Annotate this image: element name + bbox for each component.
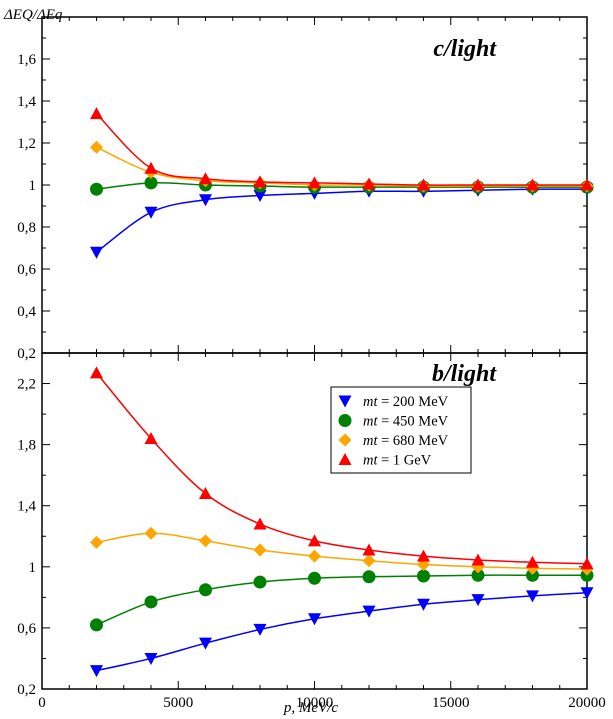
y-tick-label: 1,6 (17, 52, 36, 68)
data-point (417, 549, 430, 562)
series-line (96, 574, 587, 626)
x-tick-label: 0 (38, 695, 46, 711)
data-point (90, 535, 103, 549)
data-point (144, 652, 158, 665)
x-axis-title: p, MeV/c (283, 700, 338, 716)
x-tick-label: 15000 (432, 695, 470, 711)
data-point (580, 178, 594, 191)
panel-title: c/light (433, 36, 497, 62)
legend-marker (338, 395, 352, 408)
data-point (90, 665, 103, 678)
y-tick-label: 0,8 (17, 220, 36, 236)
data-point (471, 178, 485, 191)
y-tick-label: 0,2 (17, 682, 36, 698)
x-tick-label: 5000 (163, 695, 193, 711)
data-point (199, 172, 212, 185)
data-point (144, 161, 158, 174)
y-tick-label: 1,4 (17, 499, 36, 515)
data-point (253, 517, 267, 530)
data-point (144, 595, 158, 609)
data-point (90, 182, 103, 196)
y-tick-label: 1 (29, 178, 37, 194)
panel-c-light: 0,2 0,4 0,6 0,8 1 1,2 1,4 1,6 c/light (17, 16, 594, 362)
series-line (96, 182, 587, 190)
data-point (471, 553, 485, 566)
data-point (308, 549, 321, 563)
y-tick-label: 1,8 (17, 438, 36, 454)
data-point (580, 587, 594, 600)
legend-label: mt = 200 MeV (363, 394, 449, 410)
data-point (471, 568, 485, 582)
y-tick-label: 0,6 (17, 621, 36, 637)
data-point (362, 554, 376, 568)
data-point (199, 534, 212, 548)
series-line (96, 146, 587, 187)
data-point (362, 570, 376, 584)
data-point (362, 605, 376, 618)
series-line (96, 592, 588, 672)
data-point (199, 487, 212, 500)
series-line (96, 532, 588, 570)
data-point (308, 571, 321, 585)
legend-label: mt = 450 MeV (363, 414, 449, 430)
x-tick-label: 20000 (568, 695, 606, 711)
data-point (199, 194, 212, 207)
legend-box (330, 386, 472, 474)
y-tick-label: 1,2 (17, 136, 36, 152)
data-point (90, 246, 103, 259)
y-tick-label: 1 (29, 560, 37, 576)
y-tick-label: 2,2 (17, 377, 36, 393)
data-point (253, 543, 267, 557)
y-tick-label: 0,6 (17, 262, 36, 278)
data-point (253, 190, 267, 202)
data-point (362, 543, 376, 556)
legend-label: mt = 1 GeV (363, 453, 432, 469)
data-point (362, 177, 376, 190)
x-tick-label: 10000 (296, 695, 334, 711)
data-point (253, 575, 267, 589)
data-point (144, 206, 158, 219)
data-point (90, 366, 103, 379)
legend: mt = 200 MeV mt = 450 MeV mt = 680 MeV mt =… (330, 386, 472, 474)
y-axis-title: ΔEQ/ΔEq (3, 7, 63, 23)
series-line (95, 372, 588, 565)
data-point (144, 526, 158, 540)
panel-b-light: 0,2 0,6 1 1,4 1,8 2,2 0 5000 10000 15000 20000 b/li… (17, 352, 606, 711)
legend-label: mt = 680 MeV (363, 433, 449, 449)
series-line (96, 188, 588, 253)
data-point (144, 176, 158, 190)
legend-marker (338, 453, 352, 465)
data-point (144, 432, 158, 445)
data-point (526, 568, 539, 582)
data-point (90, 107, 103, 120)
data-point (471, 594, 485, 607)
data-point (417, 178, 430, 191)
data-point (90, 140, 103, 154)
series-line (95, 113, 587, 186)
data-point (526, 590, 539, 603)
data-point (199, 583, 212, 597)
plot-frame (41, 352, 588, 690)
y-tick-label: 0,4 (17, 304, 36, 320)
legend-marker (338, 414, 352, 427)
data-point (90, 618, 103, 632)
data-point (526, 555, 539, 568)
data-point (308, 534, 321, 547)
data-point (417, 598, 430, 611)
data-point (253, 175, 267, 188)
data-point (526, 178, 539, 191)
panel-title: b/light (432, 361, 497, 387)
data-point (308, 613, 321, 626)
data-point (199, 637, 212, 650)
y-tick-label: 1,4 (17, 94, 36, 110)
legend-marker (338, 433, 352, 447)
y-tick-label: 0,2 (17, 346, 36, 362)
data-point (308, 176, 321, 189)
data-point (580, 557, 594, 570)
data-point (253, 623, 267, 636)
data-point (417, 569, 430, 583)
